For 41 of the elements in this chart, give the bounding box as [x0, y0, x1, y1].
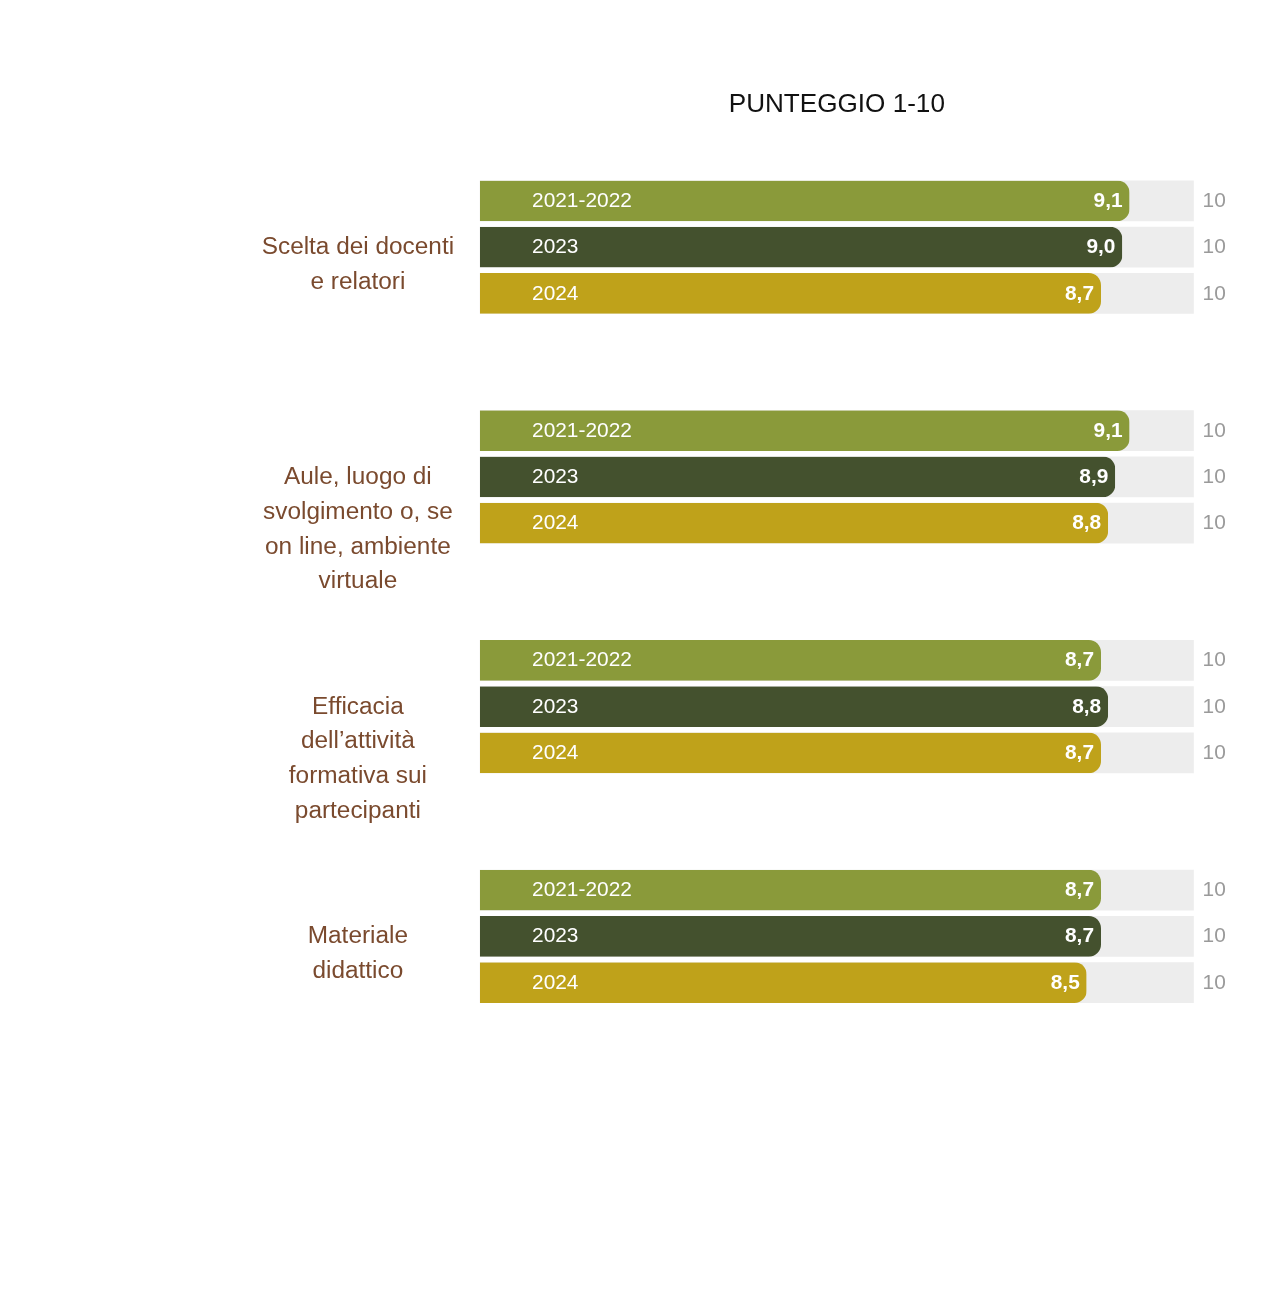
- y-tick-label: Scelta dei docenti e relatori: [261, 232, 455, 294]
- text: 10: [1202, 234, 1226, 258]
- text: 2023: [532, 234, 579, 258]
- text: 10: [1202, 464, 1226, 487]
- y-tick-label: Efficacia dell’attività formativa sui partecipanti: [288, 691, 427, 824]
- text: 10: [1202, 280, 1226, 304]
- text: 2024: [532, 510, 579, 534]
- text: 2024: [532, 969, 579, 993]
- text: 10: [1202, 969, 1226, 993]
- chart-title: PUNTEGGIO 1-10: [728, 87, 945, 118]
- data-label: 8,7: [1065, 647, 1095, 671]
- text: 10: [1202, 877, 1226, 901]
- data-label: 8,7: [1065, 280, 1095, 304]
- data-label: 8,5: [1050, 969, 1081, 993]
- text: 10: [1202, 188, 1226, 212]
- data-label: 8,8: [1072, 510, 1102, 534]
- text: 2023: [532, 693, 579, 717]
- text: 2024: [532, 739, 579, 763]
- text: 2021-2022: [532, 417, 632, 441]
- text: 10: [1202, 693, 1226, 717]
- data-label: 8,7: [1065, 739, 1095, 763]
- y-tick-label: Materiale didattico: [307, 921, 409, 984]
- text: 10: [1202, 647, 1226, 671]
- data-label: 9,1: [1093, 417, 1123, 441]
- text: 10: [1202, 417, 1226, 441]
- series-label: 2024: [532, 280, 579, 304]
- text: 10: [1202, 510, 1226, 534]
- text: 10: [1202, 739, 1226, 763]
- text: 10: [1202, 923, 1226, 947]
- data-label: 9,0: [1086, 234, 1116, 258]
- text: 2023: [532, 923, 579, 947]
- text: 2021-2022: [532, 877, 632, 901]
- data-label: 8,7: [1065, 877, 1095, 901]
- data-label: 8,9: [1079, 464, 1109, 487]
- series-label: 2021-2022: [532, 188, 632, 212]
- y-tick-label: Aule, luogo di svolgimento o, se on line, ambiente virtuale: [263, 461, 453, 594]
- data-label: 8,8: [1072, 693, 1102, 717]
- series-label: 2023: [532, 464, 579, 487]
- text: 2021-2022: [532, 647, 632, 671]
- data-label: 8,7: [1065, 923, 1095, 947]
- data-label: 9,1: [1093, 188, 1123, 212]
